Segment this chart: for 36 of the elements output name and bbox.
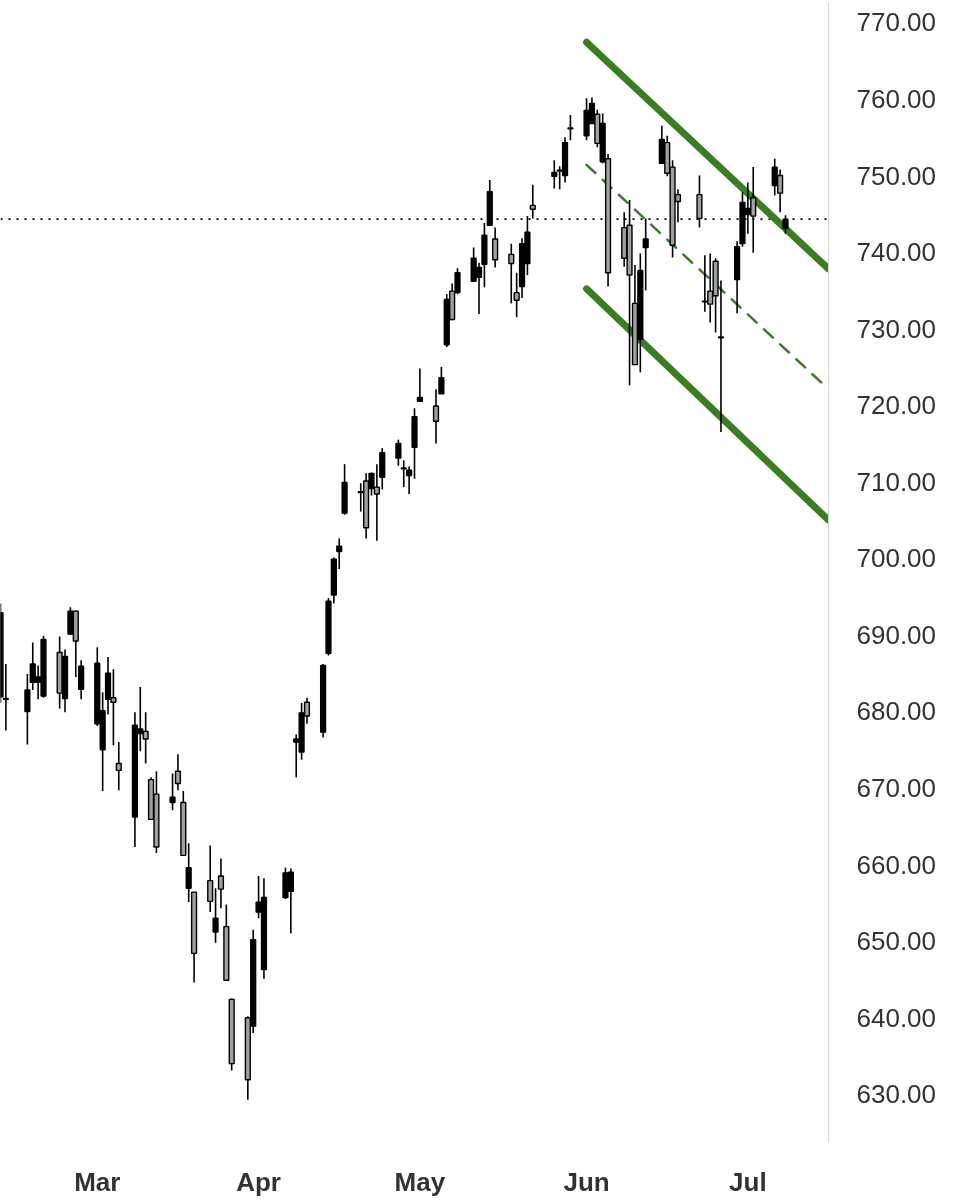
candlestick — [508, 242, 515, 305]
x-tick-label: Jul — [729, 1166, 767, 1197]
x-tick-label: May — [394, 1166, 446, 1197]
candlestick — [416, 367, 423, 403]
candlestick — [115, 741, 122, 792]
y-tick-label: 650.00 — [856, 926, 937, 957]
y-tick-label: 720.00 — [856, 390, 937, 421]
y-tick-label: 770.00 — [856, 7, 937, 38]
y-tick-label: 660.00 — [856, 849, 937, 880]
y-tick-label: 680.00 — [856, 696, 937, 727]
candlestick — [551, 159, 558, 190]
candlestick — [782, 214, 789, 235]
y-tick-label: 740.00 — [856, 237, 937, 268]
candlestick — [492, 226, 499, 269]
y-tick-label: 700.00 — [856, 543, 937, 574]
candlestick — [169, 772, 176, 812]
y-tick-label: 640.00 — [856, 1002, 937, 1033]
candlestick — [395, 438, 402, 467]
candlestick — [529, 183, 536, 220]
y-tick-label: 760.00 — [856, 83, 937, 114]
y-tick-label: 730.00 — [856, 313, 937, 344]
y-tick-label: 630.00 — [856, 1079, 937, 1110]
candlestick — [642, 217, 649, 292]
candlestick — [567, 114, 574, 142]
y-tick-label: 670.00 — [856, 773, 937, 804]
candlestick — [212, 887, 219, 944]
candlestick — [174, 753, 182, 792]
candlestick — [217, 857, 225, 910]
y-tick-label: 710.00 — [856, 466, 937, 497]
x-tick-label: Jun — [563, 1166, 610, 1197]
candlestick — [207, 844, 214, 913]
x-tick-label: Mar — [74, 1166, 121, 1197]
candlestick — [185, 842, 192, 903]
y-tick-label: 750.00 — [856, 160, 937, 191]
x-tick-label: Apr — [236, 1166, 281, 1197]
y-tick-label: 690.00 — [856, 619, 937, 650]
